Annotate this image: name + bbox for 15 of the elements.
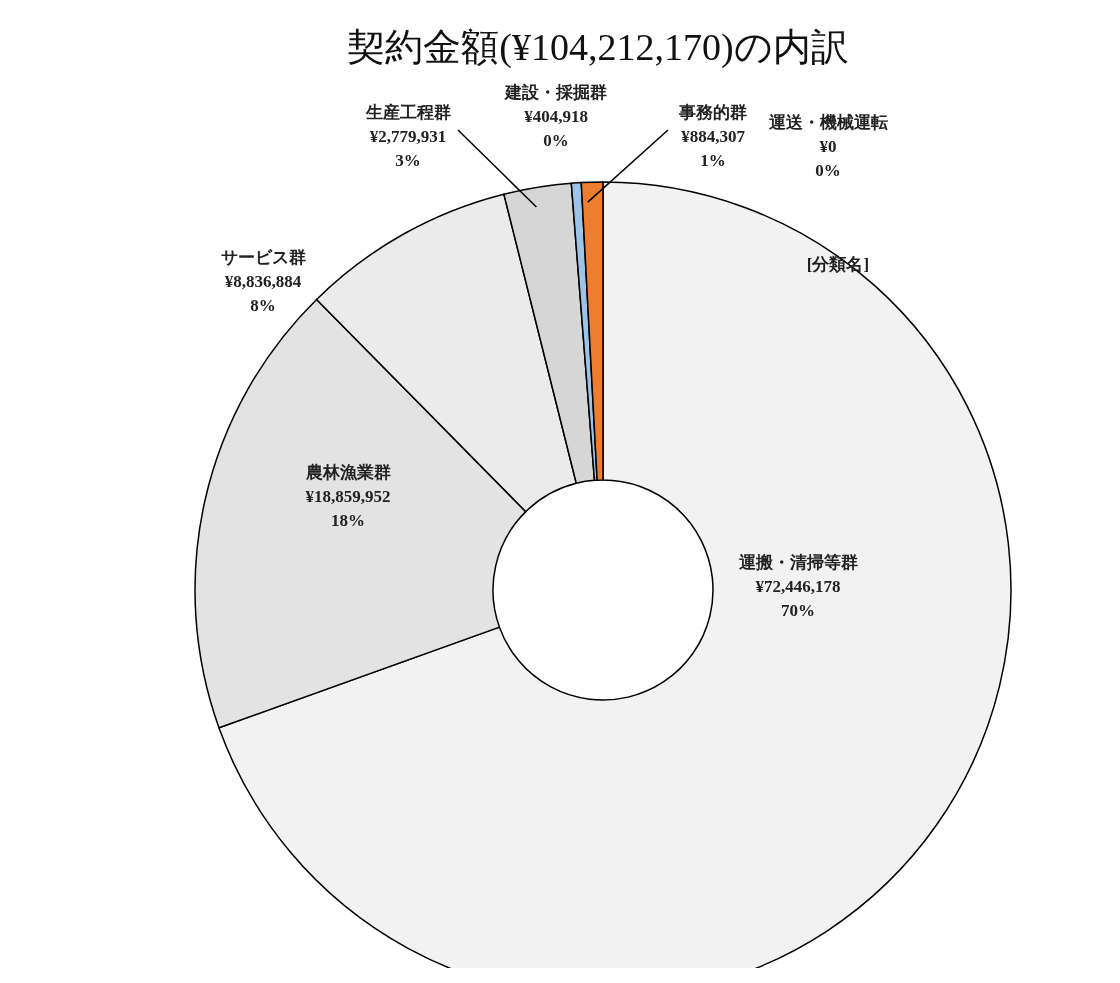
slice-label: 生産工程群 (364, 103, 451, 122)
slice-label: 事務的群 (678, 103, 747, 122)
slice-label: 建設・採掘群 (503, 83, 607, 102)
category-label: 運送・機械運転 (768, 113, 888, 132)
slice-label: 運搬・清掃等群 (737, 553, 858, 572)
slice-label: 農林漁業群 (304, 463, 391, 482)
data-label: ¥2,779,931 3% (369, 127, 447, 170)
data-label: ¥404,918 0% (524, 107, 588, 150)
data-label: ¥8,836,884 8% (224, 272, 302, 315)
slice-label: サービス群 (220, 248, 306, 267)
data-label: ¥72,446,178 70% (755, 577, 841, 620)
text: ¥0 0% (815, 137, 841, 180)
data-label: ¥18,859,952 18% (305, 487, 391, 530)
chart-title: 契約金額(¥104,212,170)の内訳 (347, 26, 849, 69)
data-label: ¥884,307 1% (681, 127, 746, 170)
